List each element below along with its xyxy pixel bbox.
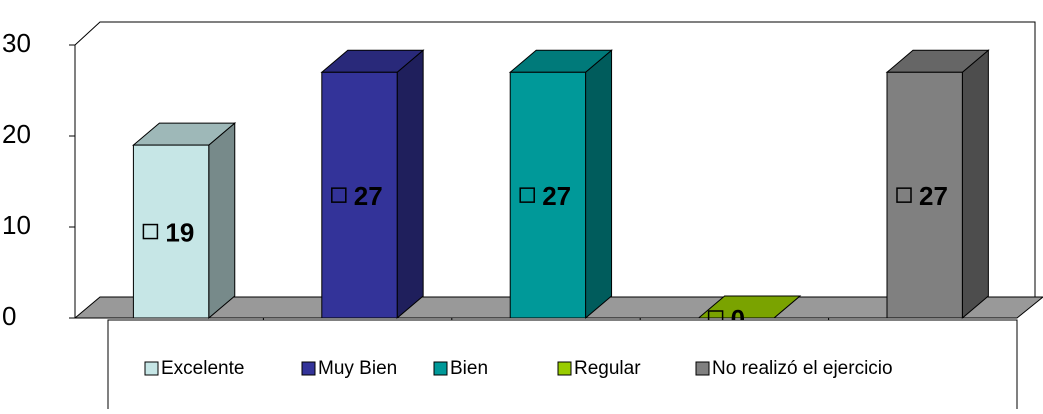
value-label: 27 [919, 181, 948, 211]
bar [885, 49, 990, 320]
legend-swatch [433, 361, 448, 376]
legend-swatch [557, 361, 572, 376]
bar [320, 49, 425, 320]
bar-side [208, 122, 236, 320]
bar-side [585, 49, 613, 320]
bar-top [697, 295, 802, 319]
bar-front [886, 71, 963, 319]
legend-label: Regular [574, 358, 641, 379]
bar-side [961, 49, 989, 320]
bar [508, 49, 613, 320]
value-label-marker [142, 223, 159, 240]
legend-label: No realizó el ejercicio [712, 358, 893, 379]
bar [132, 122, 237, 320]
legend-swatch [301, 361, 316, 376]
value-label-marker [896, 187, 912, 203]
value-label-marker [331, 187, 347, 203]
y-tick-label: 30 [2, 28, 31, 58]
bar-front [132, 144, 210, 319]
bar-front [509, 71, 587, 319]
legend-label: Excelente [161, 358, 244, 379]
value-label: 19 [165, 217, 194, 247]
legend-swatch [695, 361, 710, 376]
y-tick-label: 0 [2, 301, 16, 331]
y-tick-label: 10 [2, 210, 31, 240]
value-label: 27 [542, 181, 571, 211]
y-tick-label: 20 [2, 119, 31, 149]
legend-label: Bien [450, 358, 488, 379]
bar-side [396, 49, 424, 320]
bar-front [321, 71, 398, 319]
legend-label: Muy Bien [318, 358, 397, 379]
legend-swatch [144, 361, 159, 376]
value-label: 27 [354, 181, 383, 211]
bar [697, 295, 802, 319]
value-label-marker [519, 187, 535, 203]
